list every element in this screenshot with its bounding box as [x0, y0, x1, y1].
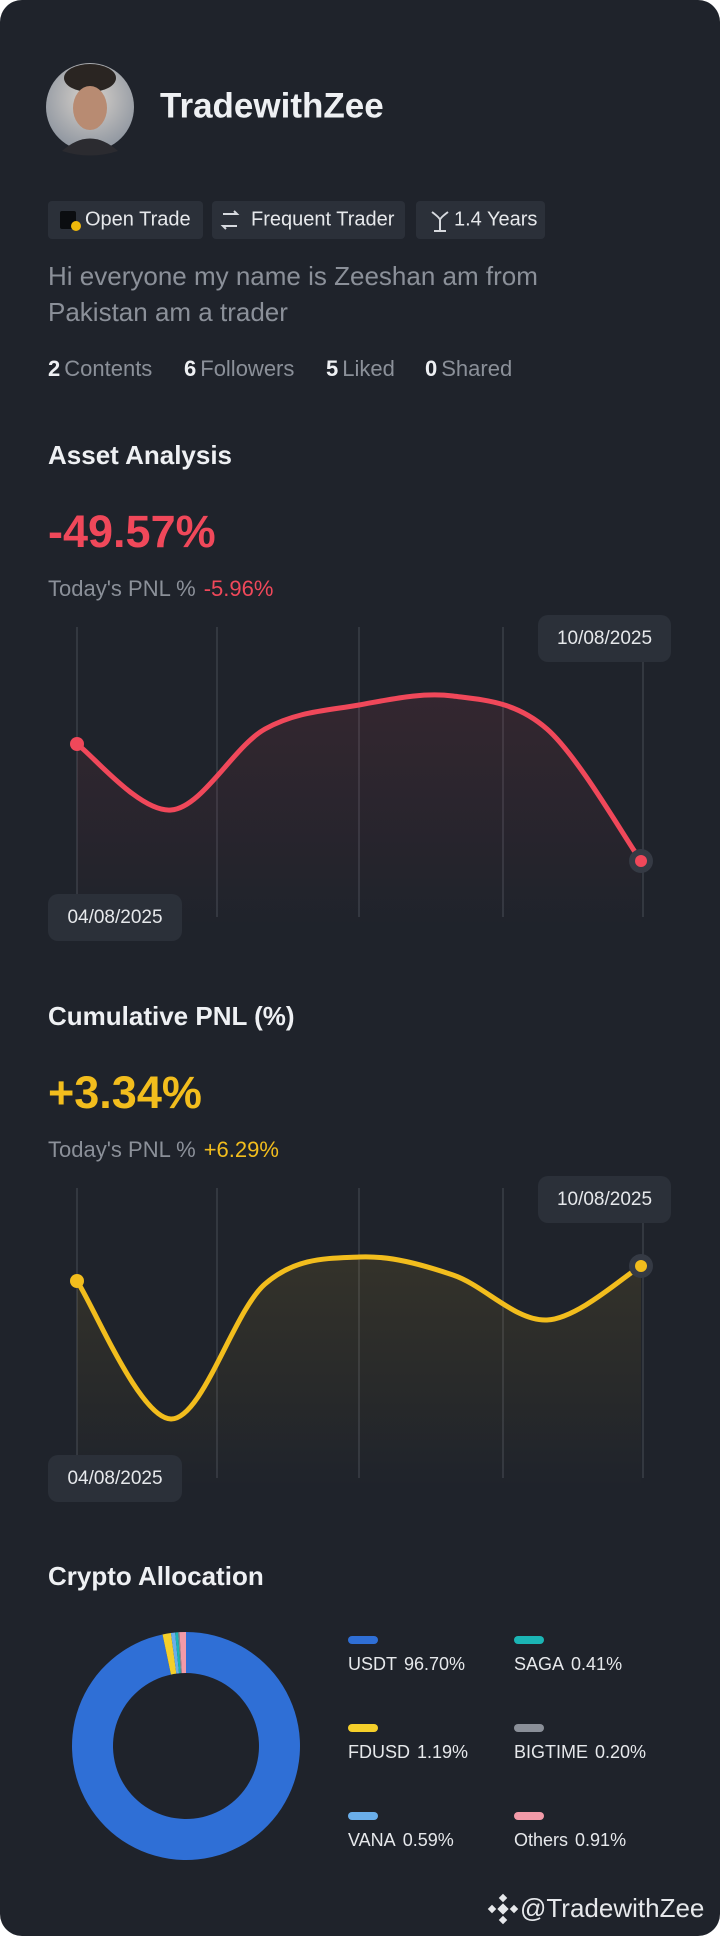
- line-area: [77, 694, 641, 927]
- legend-swatch: [348, 1724, 378, 1732]
- start-dot: [70, 737, 84, 751]
- stat: 6 Followers: [184, 356, 294, 381]
- user-name: TradewithZee: [160, 86, 384, 125]
- stat-label: Followers: [200, 356, 294, 381]
- line: [74, 1254, 644, 1422]
- legend-name: SAGA: [514, 1654, 564, 1674]
- legend-value: 0.41%: [571, 1654, 622, 1674]
- badge-label: 1.4 Years: [454, 208, 537, 230]
- legend-name: FDUSD: [348, 1742, 410, 1762]
- start-dot: [70, 1274, 84, 1288]
- stat-label: Shared: [441, 356, 512, 381]
- line: [74, 692, 644, 864]
- stat-count: 0: [425, 356, 437, 381]
- legend-value: 96.70%: [404, 1654, 465, 1674]
- date-label: 04/08/2025: [67, 1468, 162, 1489]
- legend-value: 0.91%: [575, 1830, 626, 1850]
- end-dot: [635, 855, 647, 867]
- pnl-today: Today's PNL % +6.29%: [48, 1137, 279, 1162]
- headline-value: +3.34%: [48, 1067, 202, 1118]
- bio: Hi everyone my name is Zeeshan am from P…: [48, 261, 538, 327]
- stat-count: 5: [326, 356, 338, 381]
- footer-handle: @TradewithZee: [520, 1893, 704, 1923]
- stat: 5 Liked: [326, 356, 395, 381]
- pnl-today: Today's PNL % -5.96%: [48, 576, 273, 601]
- legend-item: VANA 0.59%: [348, 1830, 454, 1850]
- date-tooltip: [538, 615, 671, 662]
- binance-logo: [487, 1893, 519, 1925]
- badge-label: Frequent Trader: [251, 208, 395, 230]
- end-dot: [635, 1260, 647, 1272]
- legend-name: USDT: [348, 1654, 397, 1674]
- donut-segment: [162, 1633, 177, 1675]
- line-area: [77, 1256, 641, 1488]
- legend-swatch: [514, 1724, 544, 1732]
- date-tooltip: [538, 1176, 671, 1223]
- section-title: Asset Analysis: [48, 440, 232, 470]
- legend-value: 0.59%: [403, 1830, 454, 1850]
- donut-segment: [72, 1632, 301, 1860]
- legend-item: SAGA 0.41%: [514, 1654, 622, 1674]
- stat-label: Liked: [342, 356, 395, 381]
- badge: [416, 201, 545, 239]
- donut-segment: [170, 1632, 180, 1674]
- legend-swatch: [348, 1636, 378, 1644]
- legend-name: Others: [514, 1830, 568, 1850]
- badge: [212, 201, 405, 239]
- stat-count: 2: [48, 356, 60, 381]
- legend-name: BIGTIME: [514, 1742, 588, 1762]
- date-tooltip: [48, 894, 182, 941]
- date-tooltip: [48, 1455, 182, 1502]
- badge: [48, 201, 203, 239]
- headline-value: -49.57%: [48, 506, 216, 557]
- legend-value: 1.19%: [417, 1742, 468, 1762]
- badge-icon: [60, 210, 449, 232]
- date-label: 04/08/2025: [67, 907, 162, 928]
- pnl-value: +6.29%: [204, 1137, 279, 1162]
- legend-item: BIGTIME 0.20%: [514, 1742, 646, 1762]
- pnl-value: -5.96%: [204, 576, 274, 601]
- legend-item: FDUSD 1.19%: [348, 1742, 468, 1762]
- donut-segment: [175, 1632, 181, 1674]
- stat: 2 Contents: [48, 356, 152, 381]
- pnl-label: Today's PNL %: [48, 576, 196, 601]
- section-title: Cumulative PNL (%): [48, 1001, 295, 1031]
- stat: 0 Shared: [425, 356, 512, 381]
- stat-count: 6: [184, 356, 196, 381]
- legend-swatch: [348, 1812, 378, 1820]
- legend-name: VANA: [348, 1830, 396, 1850]
- stat-label: Contents: [64, 356, 152, 381]
- legend-value: 0.20%: [595, 1742, 646, 1762]
- donut-segment: [178, 1632, 182, 1674]
- badge-label: Open Trade: [85, 208, 191, 230]
- legend-swatch: [514, 1812, 544, 1820]
- avatar[interactable]: [46, 63, 134, 156]
- date-label: 10/08/2025: [557, 1189, 652, 1210]
- section-title: Crypto Allocation: [48, 1561, 264, 1591]
- legend-item: Others 0.91%: [514, 1830, 626, 1850]
- pnl-label: Today's PNL %: [48, 1137, 196, 1162]
- donut-segment: [179, 1632, 186, 1674]
- date-label: 10/08/2025: [557, 628, 652, 649]
- legend-item: USDT 96.70%: [348, 1654, 465, 1674]
- legend-swatch: [514, 1636, 544, 1644]
